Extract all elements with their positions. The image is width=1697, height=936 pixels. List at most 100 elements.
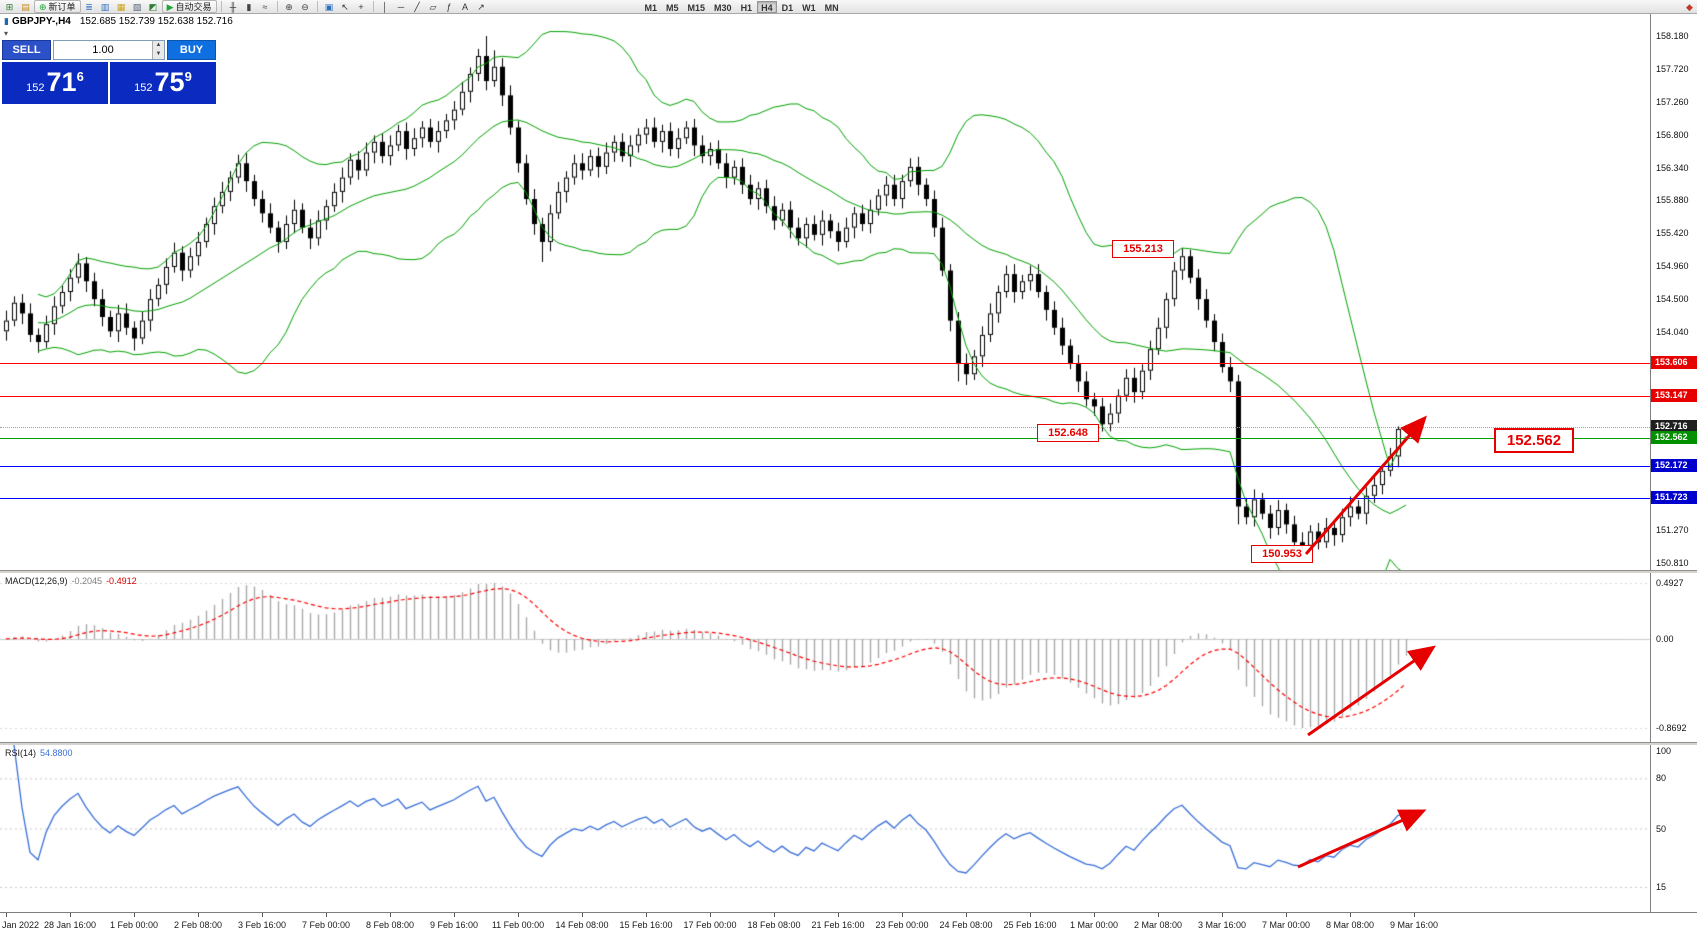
new-order-glyph: ⊕ [39,1,47,12]
community-icon[interactable]: ◆ [1682,1,1697,13]
horizontal-line-153.606[interactable] [0,363,1650,365]
buy-button[interactable]: BUY [167,40,216,60]
profiles-icon-glyph: ▤ [21,1,30,12]
horizontal-line-152.716[interactable] [0,426,1650,428]
buy-price-tile[interactable]: 152759 [110,62,216,104]
scale-label-15: 15 [1656,881,1667,892]
time-tick [1414,913,1415,917]
time-label: 9 Mar 16:00 [1389,920,1439,930]
macd-label: MACD(12,26,9) -0.2045 -0.4912 [5,576,137,586]
scale-label-0.4927: 0.4927 [1656,578,1684,588]
time-tick [134,913,135,917]
tile-windows-icon[interactable]: ▣ [322,1,337,13]
vertical-line-icon[interactable]: │ [378,1,393,13]
toolbar-separator [316,1,318,12]
volume-value[interactable]: 1.00 [92,44,114,56]
sell-price-prefix: 152 [26,82,45,94]
profiles-icon[interactable]: ▤ [18,1,33,13]
new-order-button-label: 新订单 [48,1,76,12]
autotrading-button[interactable]: ▶ 自动交易 [161,0,217,13]
scale-label-158.180: 158.180 [1656,31,1689,41]
horizontal-line-152.562[interactable] [0,437,1650,439]
timeframe-mn-button-label: MN [824,2,839,13]
sell-price-tile[interactable]: 152716 [2,62,108,104]
timeframe-m15-button[interactable]: M15 [684,1,710,13]
timeframe-w1-button-label: W1 [802,2,816,13]
time-tick [1222,913,1223,917]
scale-label-154.960: 154.960 [1656,261,1689,272]
horizontal-line-151.723[interactable] [0,497,1650,499]
strategy-tester-icon[interactable]: ◩ [146,1,161,13]
time-tick [326,913,327,917]
timeframe-w1-button[interactable]: W1 [798,1,820,13]
timeframe-h1-button-label: H1 [740,2,753,13]
equidistant-channel-icon[interactable]: ▱ [426,1,441,13]
price-callout-152648[interactable]: 152.648 [1037,424,1099,442]
timeframe-m1-button[interactable]: M1 [641,1,662,13]
horizontal-line-icon-glyph: ─ [397,1,405,12]
fibonacci-icon-glyph: ƒ [446,1,452,12]
data-window-icon[interactable]: ▥ [98,1,113,13]
zoom-in-icon[interactable]: ⊕ [282,1,297,13]
timeframe-h1-button[interactable]: H1 [737,1,757,13]
market-watch-icon[interactable]: ≣ [82,1,97,13]
horizontal-line-152.172[interactable] [0,465,1650,467]
rsi-indicator-pane[interactable] [0,745,1650,912]
new-order-button[interactable]: ⊕ 新订单 [34,0,81,13]
scale-label-157.260: 157.260 [1656,96,1689,107]
timeframe-d1-button[interactable]: D1 [778,1,798,13]
crosshair-icon[interactable]: + [354,1,369,13]
toolbar-separator [220,1,222,12]
time-tick [774,913,775,917]
horizontal-line-icon[interactable]: ─ [394,1,409,13]
chart-bars-icon[interactable]: ╫ [226,1,241,13]
zoom-out-icon[interactable]: ⊖ [298,1,313,13]
time-tick [838,913,839,917]
time-tick [1286,913,1287,917]
autotrading-glyph: ▶ [166,1,174,12]
one-click-collapse-arrow[interactable]: ▾ [4,29,9,38]
price-callout-155213[interactable]: 155.213 [1112,240,1174,258]
navigator-icon[interactable]: ▦ [114,1,129,13]
volume-decrease-button[interactable]: ▼ [153,50,164,59]
time-tick [390,913,391,917]
trendline-icon[interactable]: ╱ [410,1,425,13]
zoom-in-icon-glyph: ⊕ [285,1,293,12]
timeframe-m30-button[interactable]: M30 [710,1,736,13]
vertical-line-icon-glyph: │ [382,1,388,12]
trendline-icon-glyph: ╱ [414,1,420,12]
macd-scale[interactable] [1650,573,1697,742]
price-callout-152562[interactable]: 152.562 [1494,428,1574,453]
price-tag-152.172: 152.172 [1651,458,1697,472]
cursor-icon[interactable]: ↖ [338,1,353,13]
timeframe-h4-button[interactable]: H4 [757,0,777,13]
pane-splitter[interactable] [0,570,1697,573]
time-tick [70,913,71,917]
sell-price-big: 71 [46,67,77,97]
rsi-scale[interactable] [1650,745,1697,912]
time-axis[interactable]: Jan 2022 28 Jan 16:00 1 Feb 00:00 2 Feb 08:… [0,912,1697,936]
terminal-icon[interactable]: ▧ [130,1,145,13]
macd-indicator-pane[interactable] [0,573,1650,742]
price-callout-150953[interactable]: 150.953 [1251,545,1313,563]
fibonacci-icon[interactable]: ƒ [442,1,457,13]
toolbar-separator [372,1,374,12]
text-label-icon[interactable]: A [458,1,473,13]
timeframe-m5-button[interactable]: M5 [662,1,683,13]
arrow-object-icon[interactable]: ↗ [474,1,489,13]
chart-ohlc-header: ▮ GBPJPY-,H4 152.685 152.739 152.638 152.7… [4,16,233,27]
pane-splitter[interactable] [0,742,1697,745]
price-chart-pane[interactable] [0,14,1650,570]
chart-line-icon[interactable]: ≈ [258,1,273,13]
chart-candles-icon[interactable]: ▮ [242,1,257,13]
text-label-icon-glyph: A [461,1,468,12]
sell-button[interactable]: SELL [2,40,51,60]
new-chart-icon[interactable]: ⊞ [2,1,17,13]
price-scale[interactable] [1650,14,1697,570]
timeframe-mn-button[interactable]: MN [821,1,843,13]
horizontal-line-153.147[interactable] [0,395,1650,397]
timeframe-m15-button-label: M15 [687,2,706,13]
new-chart-icon-glyph: ⊞ [5,1,14,12]
volume-field[interactable]: 1.00 ▲ ▼ [53,40,165,60]
volume-increase-button[interactable]: ▲ [153,41,164,50]
